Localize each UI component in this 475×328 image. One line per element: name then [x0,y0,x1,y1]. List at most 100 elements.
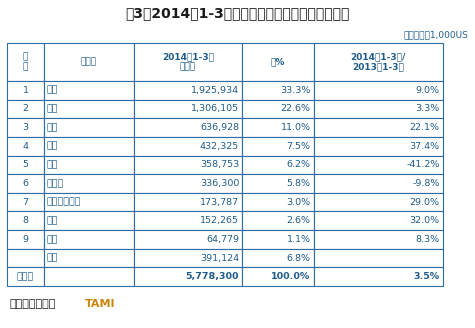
Text: 美国: 美国 [47,104,58,113]
Text: 2014年1-3月/
2013年1-3月: 2014年1-3月/ 2013年1-3月 [351,52,406,72]
Bar [314,174,443,193]
Text: 29.0%: 29.0% [409,198,440,207]
Text: 5.8%: 5.8% [286,179,311,188]
Bar [7,43,44,81]
Bar [314,137,443,155]
Bar [44,137,134,155]
Bar [314,100,443,118]
Bar [44,155,134,174]
Text: 64,779: 64,779 [206,235,239,244]
Bar [134,43,242,81]
Text: 3: 3 [22,123,28,132]
Bar [7,137,44,155]
Bar [134,212,242,230]
Text: 100.0%: 100.0% [271,272,311,281]
Bar [7,193,44,212]
Text: 数据源：海关，: 数据源：海关， [9,299,56,309]
Bar [134,249,242,267]
Text: 其他: 其他 [47,254,58,262]
Text: 2.6%: 2.6% [286,216,311,225]
Bar [44,43,134,81]
Text: 33.3%: 33.3% [280,86,311,95]
Text: 391,124: 391,124 [200,254,239,262]
Bar [314,81,443,100]
Text: 荷兰: 荷兰 [47,160,58,169]
Text: 152,265: 152,265 [200,216,239,225]
Bar [134,174,242,193]
Bar [134,137,242,155]
Bar [242,230,314,249]
Text: 新加坡: 新加坡 [47,179,64,188]
Bar [242,193,314,212]
Bar [242,212,314,230]
Bar [134,118,242,137]
Bar [7,155,44,174]
Bar [134,100,242,118]
Text: TAMI: TAMI [85,299,115,309]
Bar [7,230,44,249]
Text: 5: 5 [22,160,28,169]
Text: 22.1%: 22.1% [409,123,440,132]
Bar [242,137,314,155]
Text: 德国: 德国 [47,142,58,151]
Text: 8: 8 [22,216,28,225]
Text: 表3、2014年1-3月台湾机械产品进口来源统计分析: 表3、2014年1-3月台湾机械产品进口来源统计分析 [125,6,349,20]
Bar [134,193,242,212]
Bar [7,81,44,100]
Text: 358,753: 358,753 [200,160,239,169]
Text: 432,325: 432,325 [200,142,239,151]
Bar [44,81,134,100]
Bar [314,212,443,230]
Text: 大陆: 大陆 [47,123,58,132]
Bar [134,230,242,249]
Bar [314,249,443,267]
Bar [7,212,44,230]
Bar [314,267,443,286]
Text: 3.5%: 3.5% [414,272,440,281]
Text: 4: 4 [22,142,28,151]
Text: 8.3%: 8.3% [416,235,440,244]
Bar [242,174,314,193]
Bar [7,174,44,193]
Text: 2: 2 [22,104,28,113]
Text: 9: 9 [22,235,28,244]
Text: 排
名: 排 名 [23,52,28,72]
Text: 其他东协五国: 其他东协五国 [47,198,81,207]
Text: -41.2%: -41.2% [406,160,440,169]
Text: 6.2%: 6.2% [286,160,311,169]
Bar [314,118,443,137]
Bar [44,267,134,286]
Text: 3.0%: 3.0% [286,198,311,207]
Text: 日本: 日本 [47,86,58,95]
Bar [242,155,314,174]
Bar [44,230,134,249]
Text: 1: 1 [22,86,28,95]
Bar [242,43,314,81]
Text: 占%: 占% [271,57,285,67]
Text: 1,306,105: 1,306,105 [191,104,239,113]
Bar [314,155,443,174]
Text: 7.5%: 7.5% [286,142,311,151]
Bar [7,100,44,118]
Text: 1.1%: 1.1% [286,235,311,244]
Bar [134,155,242,174]
Bar [44,193,134,212]
Bar [314,193,443,212]
Bar [314,43,443,81]
Bar [134,81,242,100]
Text: 1,925,934: 1,925,934 [191,86,239,95]
Text: 22.6%: 22.6% [281,104,311,113]
Bar [134,267,242,286]
Bar [242,100,314,118]
Text: 金额单位：1,000US: 金额单位：1,000US [403,31,468,39]
Text: 9.0%: 9.0% [416,86,440,95]
Text: 英国: 英国 [47,235,58,244]
Bar [44,212,134,230]
Bar [7,249,44,267]
Text: 国　家: 国 家 [81,57,97,67]
Bar [242,81,314,100]
Bar [44,249,134,267]
Text: 173,787: 173,787 [200,198,239,207]
Text: 336,300: 336,300 [200,179,239,188]
Text: 6.8%: 6.8% [286,254,311,262]
